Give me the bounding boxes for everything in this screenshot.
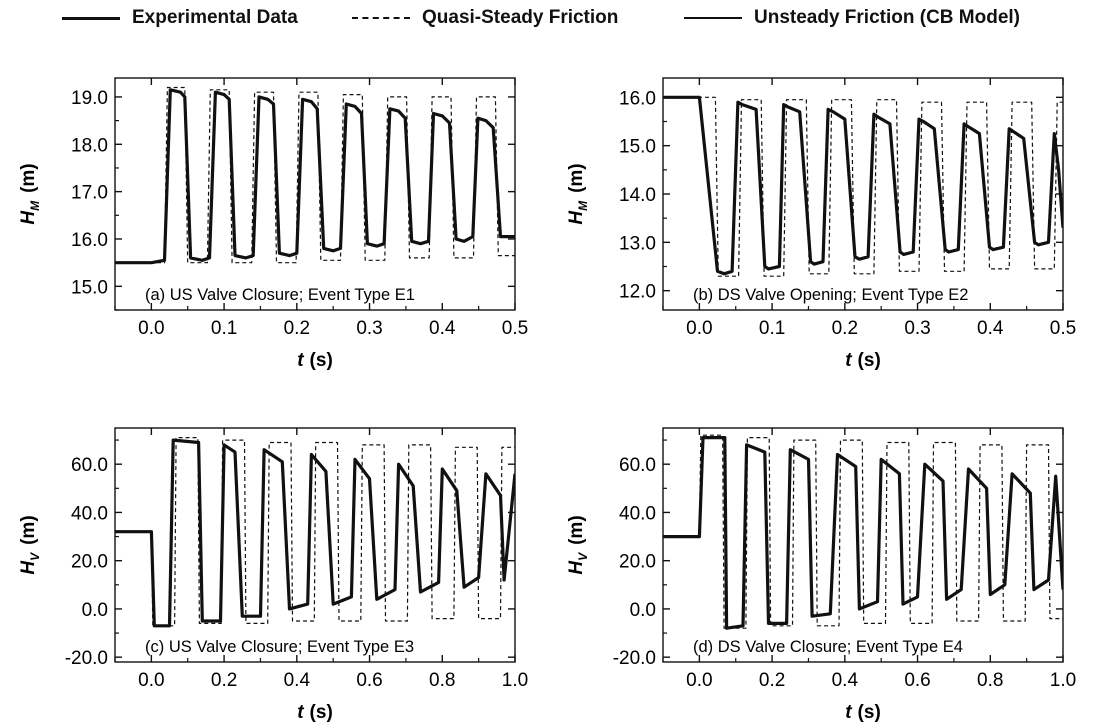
x-tick-label: 0.4 xyxy=(429,318,456,339)
x-tick-label: 0.8 xyxy=(977,670,1003,691)
x-tick-label: 0.3 xyxy=(356,318,382,339)
series-line-experimental xyxy=(663,95,1063,276)
y-tick-label: 16.0 xyxy=(71,230,108,251)
y-tick-label: 12.0 xyxy=(619,282,656,303)
legend-item-unsteady: Unsteady Friction (CB Model) xyxy=(684,6,1020,30)
x-tick-label: 0.2 xyxy=(759,670,785,691)
series-line-quasi-steady xyxy=(115,437,515,627)
y-tick-label: -20.0 xyxy=(65,648,108,669)
x-tick-label: 0.2 xyxy=(284,318,310,339)
legend-label: Unsteady Friction (CB Model) xyxy=(754,7,1021,28)
chart-panel-d: 0.0 0.2 0.4 0.6 0.8 1.0 -20.0 0.0 20.0 40.0 60.0 (d… xyxy=(566,427,1076,723)
x-tick-label: 0.5 xyxy=(502,318,528,339)
x-tick-label: 0.1 xyxy=(759,318,785,339)
chart-panel-b: 0.0 0.1 0.2 0.3 0.4 0.5 12.0 13.0 14.0 15.0 16.0 (b… xyxy=(566,77,1076,371)
y-tick-label: -20.0 xyxy=(613,648,656,669)
plot-frame xyxy=(114,77,516,311)
x-tick-label: 0.6 xyxy=(356,670,382,691)
x-tick-label: 0.1 xyxy=(211,318,237,339)
y-tick-label: 0.0 xyxy=(82,600,108,621)
y-tick-label: 18.0 xyxy=(71,135,108,156)
y-axis-label: HM(m) xyxy=(18,163,42,224)
plot-frame xyxy=(662,77,1064,311)
legend-item-experimental: Experimental Data xyxy=(62,6,298,30)
x-tick-label: 0.6 xyxy=(904,670,930,691)
legend-swatch-dashed xyxy=(352,17,410,19)
x-tick-label: 0.4 xyxy=(284,670,311,691)
series-line-experimental xyxy=(663,436,1063,630)
x-tick-label: 0.3 xyxy=(904,318,930,339)
y-tick-label: 60.0 xyxy=(619,455,656,476)
y-tick-label: 15.0 xyxy=(619,137,656,158)
y-tick-label: 40.0 xyxy=(71,503,108,524)
y-tick-label: 0.0 xyxy=(630,600,656,621)
y-tick-label: 20.0 xyxy=(619,552,656,573)
y-tick-label: 60.0 xyxy=(71,455,108,476)
x-axis-label: t (s) xyxy=(845,350,881,371)
panel-annotation: (c) US Valve Closure; Event Type E3 xyxy=(145,638,414,656)
series-line-experimental xyxy=(115,438,515,628)
y-tick-label: 19.0 xyxy=(71,88,108,109)
x-tick-label: 0.5 xyxy=(1050,318,1076,339)
legend-item-quasi-steady: Quasi-Steady Friction xyxy=(352,6,618,30)
y-tick-label: 40.0 xyxy=(619,503,656,524)
legend-label: Experimental Data xyxy=(132,7,298,28)
y-tick-label: 20.0 xyxy=(71,552,108,573)
x-tick-label: 0.8 xyxy=(429,670,455,691)
x-axis-label: t (s) xyxy=(297,702,333,723)
x-tick-label: 0.0 xyxy=(138,670,164,691)
y-axis-label: HM(m) xyxy=(566,163,590,224)
series-line-experimental xyxy=(115,88,515,265)
y-axis-label: HV(m) xyxy=(18,515,42,574)
series-line-quasi-steady xyxy=(663,434,1063,629)
series-line-quasi-steady xyxy=(663,96,1063,277)
plot-frame xyxy=(114,427,516,663)
legend-swatch-solid xyxy=(684,17,742,19)
y-tick-label: 17.0 xyxy=(71,183,108,204)
x-tick-label: 1.0 xyxy=(1050,670,1076,691)
y-tick-label: 16.0 xyxy=(619,88,656,109)
x-tick-label: 0.4 xyxy=(832,670,859,691)
x-tick-label: 0.4 xyxy=(977,318,1004,339)
legend: Experimental Data Quasi-Steady Friction … xyxy=(0,0,1095,38)
panel-annotation: (d) DS Valve Closure; Event Type E4 xyxy=(693,638,963,656)
y-axis-label: HV(m) xyxy=(566,515,590,574)
x-tick-label: 0.0 xyxy=(686,670,712,691)
x-tick-label: 0.0 xyxy=(138,318,164,339)
y-tick-label: 13.0 xyxy=(619,233,656,254)
series-line-quasi-steady xyxy=(115,86,515,264)
chart-panel-a: 0.0 0.1 0.2 0.3 0.4 0.5 15.0 16.0 17.0 18.0 19.0 (a… xyxy=(18,77,528,371)
x-tick-label: 0.0 xyxy=(686,318,712,339)
panel-annotation: (a) US Valve Closure; Event Type E1 xyxy=(145,286,415,304)
legend-swatch-solid xyxy=(62,16,120,20)
x-tick-label: 1.0 xyxy=(502,670,528,691)
y-tick-label: 15.0 xyxy=(71,277,108,298)
chart-panel-c: 0.0 0.2 0.4 0.6 0.8 1.0 -20.0 0.0 20.0 40.0 60.0 (c… xyxy=(18,427,528,723)
x-tick-label: 0.2 xyxy=(832,318,858,339)
y-tick-label: 14.0 xyxy=(619,185,656,206)
x-axis-label: t (s) xyxy=(297,350,333,371)
x-tick-label: 0.2 xyxy=(211,670,237,691)
x-axis-label: t (s) xyxy=(845,702,881,723)
plot-frame xyxy=(662,427,1064,663)
legend-label: Quasi-Steady Friction xyxy=(422,7,619,28)
panel-annotation: (b) DS Valve Opening; Event Type E2 xyxy=(693,286,968,304)
